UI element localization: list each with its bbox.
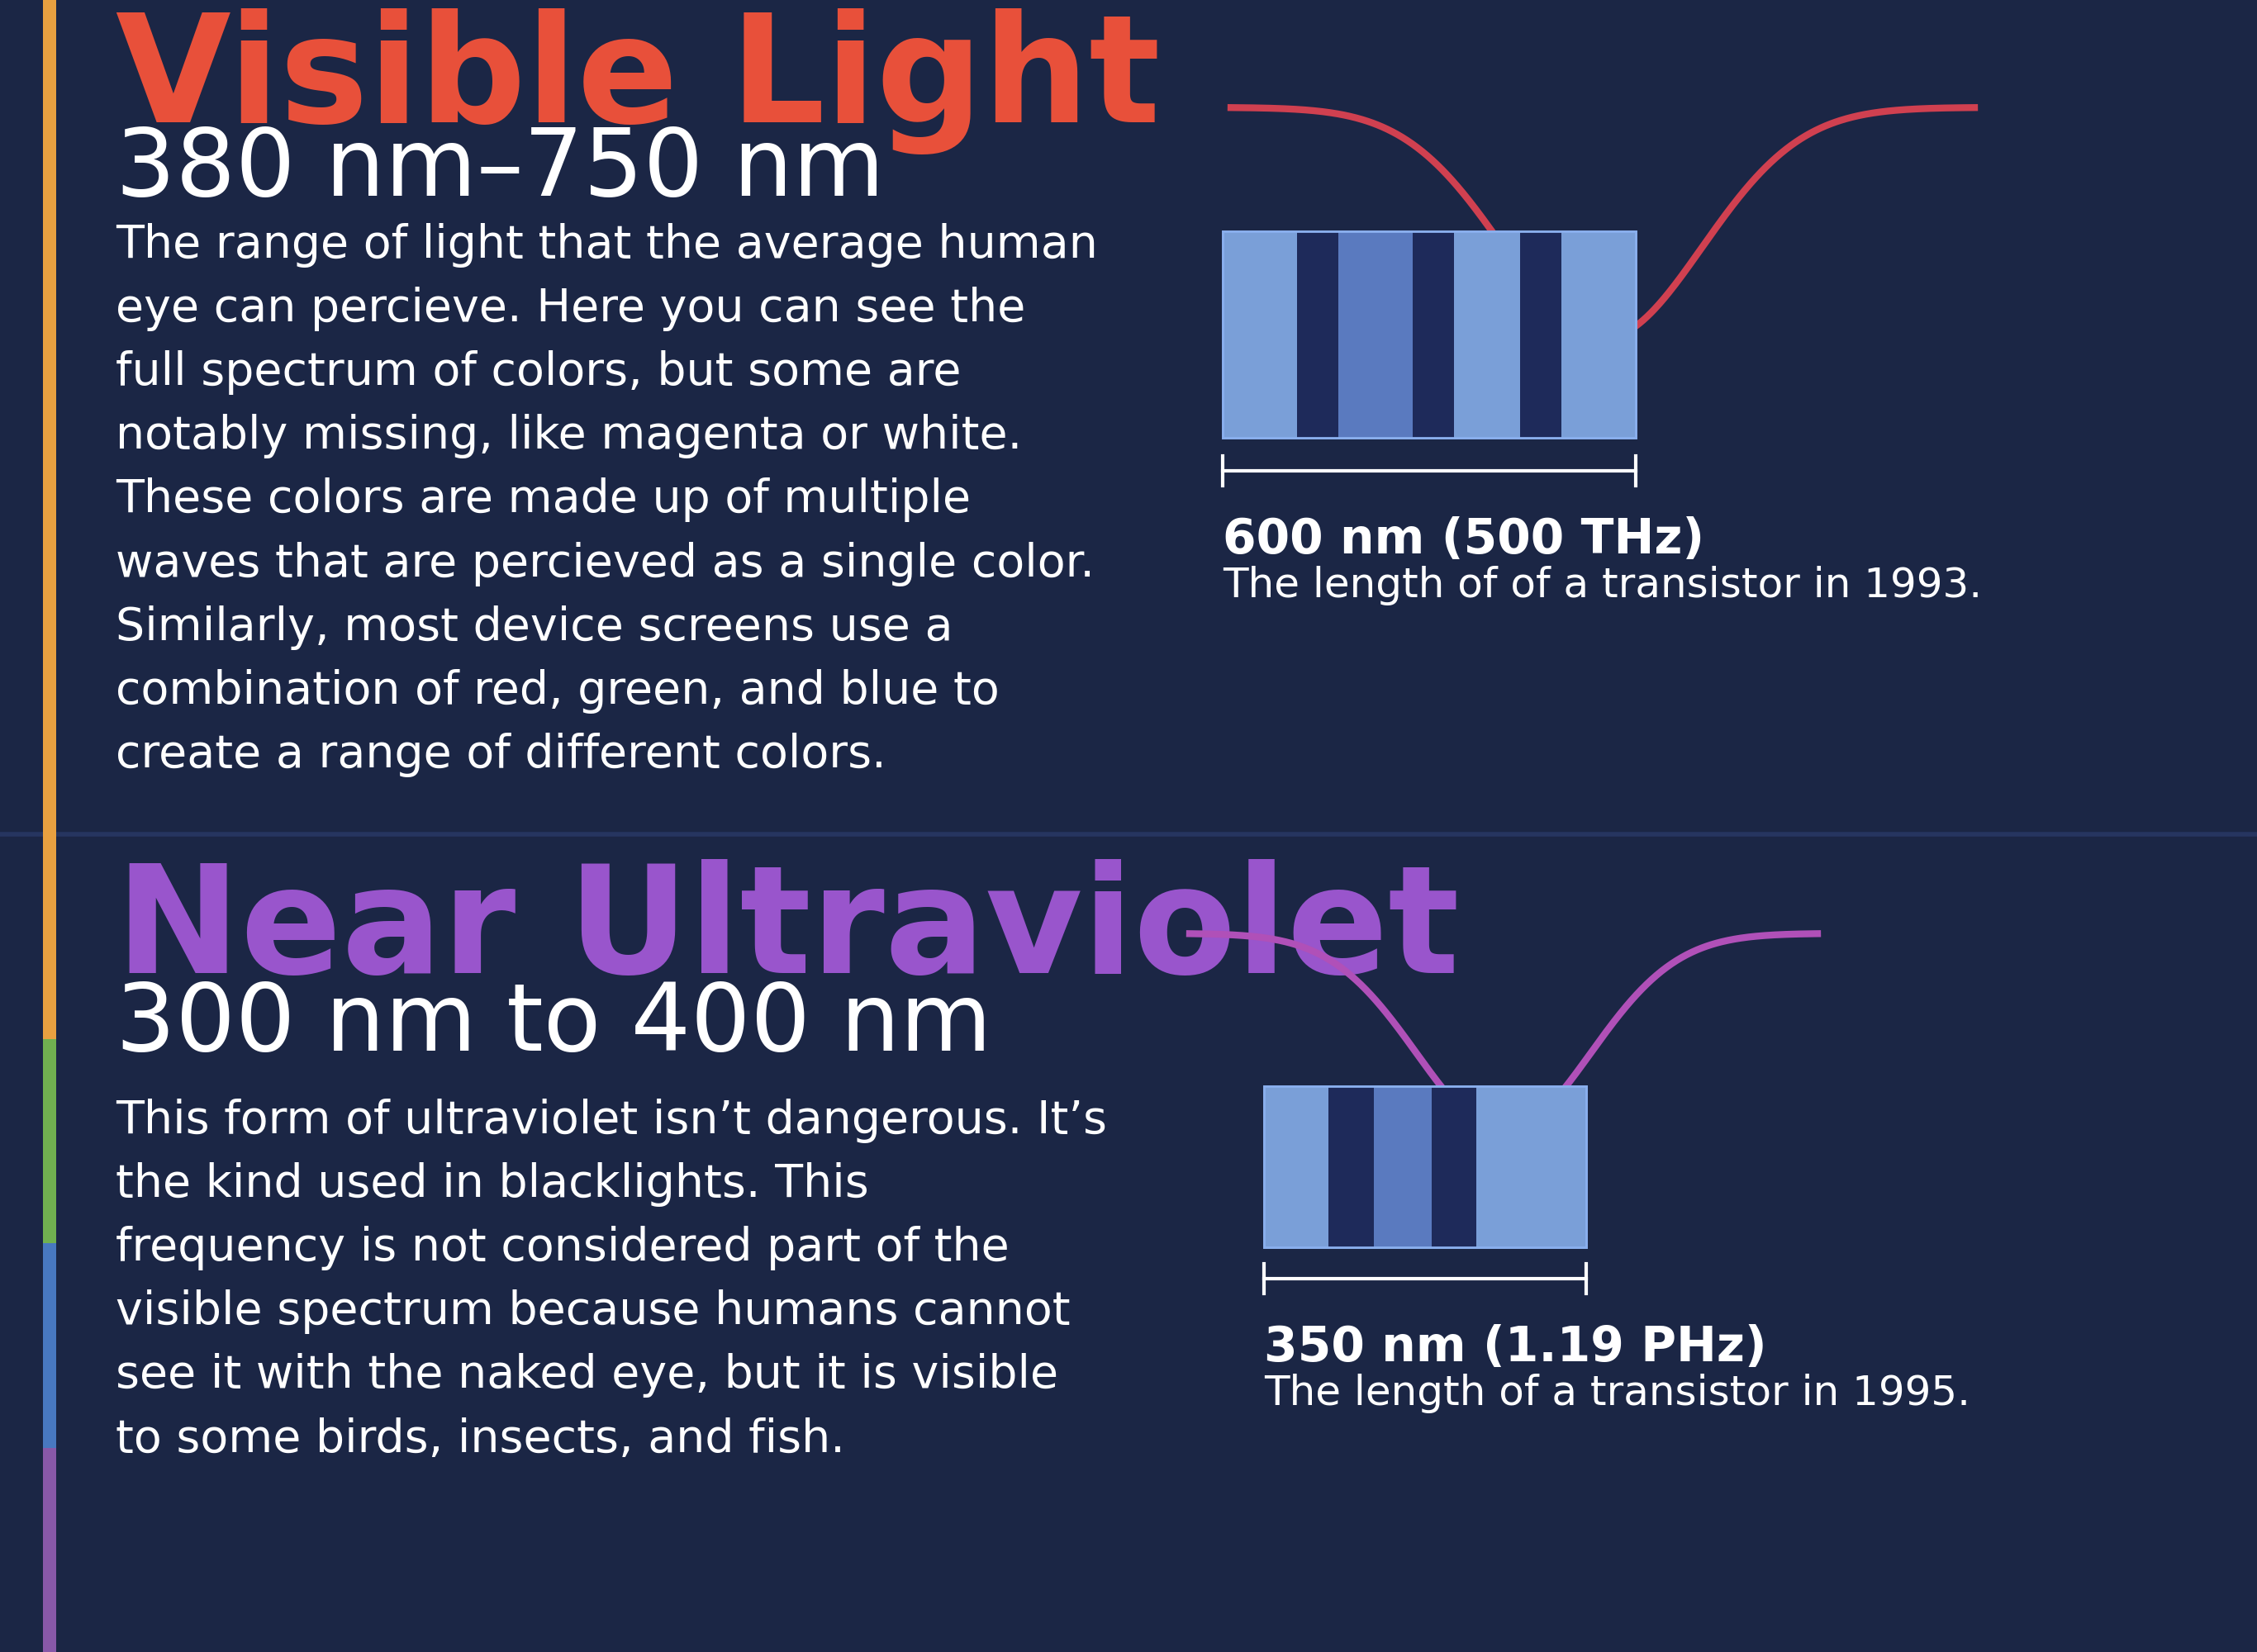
Text: This form of ultraviolet isn’t dangerous. It’s
the kind used in blacklights. Thi: This form of ultraviolet isn’t dangerous… bbox=[115, 1099, 1106, 1462]
Bar bbox=[1454, 231, 1636, 438]
Bar bbox=[1264, 1087, 1329, 1247]
Bar bbox=[1562, 231, 1636, 438]
Bar bbox=[1375, 1087, 1431, 1247]
Text: 350 nm (1.19 PHz): 350 nm (1.19 PHz) bbox=[1264, 1325, 1767, 1371]
Bar bbox=[1413, 231, 1454, 438]
Text: 300 nm to 400 nm: 300 nm to 400 nm bbox=[115, 978, 991, 1070]
Text: Visible Light: Visible Light bbox=[115, 8, 1160, 155]
Text: 380 nm–750 nm: 380 nm–750 nm bbox=[115, 124, 885, 215]
Bar bbox=[43, 834, 56, 1039]
Text: 600 nm (500 THz): 600 nm (500 THz) bbox=[1223, 515, 1704, 563]
Bar bbox=[1338, 231, 1413, 438]
Bar bbox=[1329, 1087, 1375, 1247]
Bar bbox=[43, 1447, 56, 1652]
Bar bbox=[1476, 1087, 1587, 1247]
Bar bbox=[1431, 1087, 1476, 1247]
Text: The length of a transistor in 1995.: The length of a transistor in 1995. bbox=[1264, 1374, 1970, 1414]
Bar bbox=[1298, 231, 1338, 438]
Bar bbox=[43, 0, 56, 834]
Text: The length of of a transistor in 1993.: The length of of a transistor in 1993. bbox=[1223, 565, 1982, 605]
Text: The range of light that the average human
eye can percieve. Here you can see the: The range of light that the average huma… bbox=[115, 223, 1097, 776]
Bar bbox=[1264, 1087, 1587, 1247]
Text: Near Ultraviolet: Near Ultraviolet bbox=[115, 859, 1460, 1004]
Bar bbox=[1519, 231, 1562, 438]
Bar bbox=[1223, 231, 1298, 438]
Bar bbox=[1223, 231, 1636, 438]
Bar bbox=[1223, 231, 1636, 438]
Bar bbox=[1264, 1087, 1587, 1247]
Bar bbox=[43, 1039, 56, 1242]
Bar bbox=[43, 1242, 56, 1447]
